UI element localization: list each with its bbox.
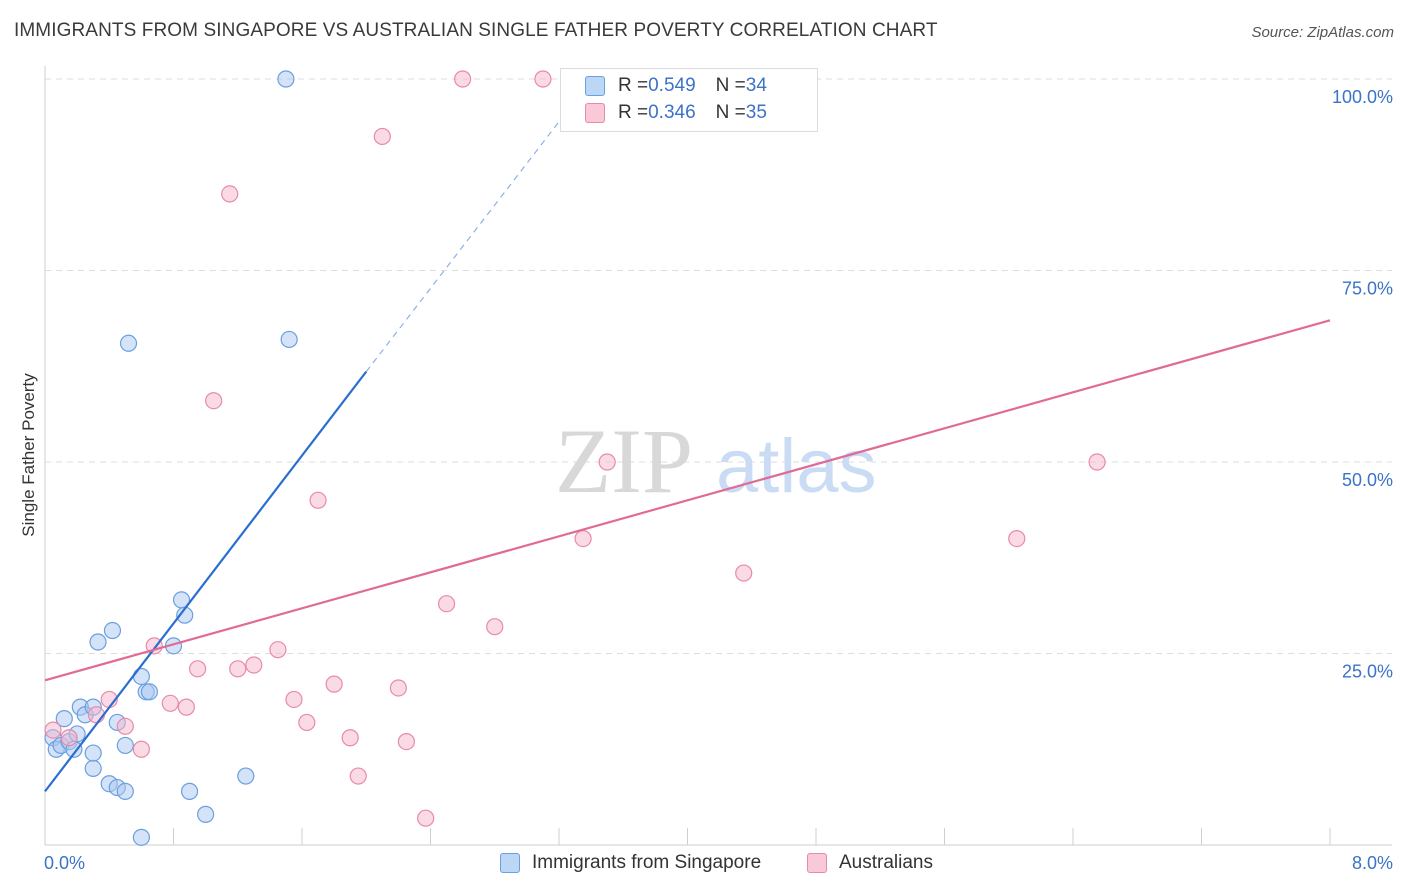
legend-label-singapore: Immigrants from Singapore (532, 852, 762, 873)
n-value: 35 (745, 102, 767, 123)
singapore-point (140, 683, 159, 701)
australians-point (417, 809, 435, 827)
australians-point (373, 127, 391, 146)
singapore-point (280, 330, 298, 349)
y-tick-label: 50.0% (1342, 470, 1393, 490)
r-value: 0.549 (648, 75, 696, 96)
australians-trend-line (44, 319, 1331, 682)
australians-point (341, 729, 359, 747)
data-points (44, 70, 1106, 846)
singapore-point (89, 633, 107, 651)
singapore-point (84, 744, 102, 762)
australians-point (486, 618, 504, 636)
singapore-trend-extension (365, 90, 584, 372)
singapore-swatch (585, 76, 605, 96)
singapore-point (132, 828, 150, 846)
watermark-zip: ZIP (555, 410, 693, 512)
singapore-point (116, 736, 134, 755)
singapore-point (55, 710, 73, 728)
r-label: R = (618, 102, 649, 123)
australians-point (221, 185, 239, 203)
singapore-point (119, 334, 138, 352)
australians-point (309, 491, 327, 509)
x-tick-label: 0.0% (44, 853, 85, 873)
australians-point (87, 706, 106, 724)
stats-legend-row-australians: R = 0.346 N = 35 (585, 100, 767, 126)
australians-point (177, 698, 195, 716)
australians-point (598, 453, 616, 471)
legend-item-singapore[interactable]: Immigrants from Singapore (500, 852, 761, 874)
axes (44, 66, 1392, 846)
singapore-point (180, 782, 199, 800)
australians-point (735, 564, 753, 582)
singapore-point (116, 782, 134, 800)
australians-point (60, 729, 78, 747)
australians-point (44, 721, 62, 739)
australians-point (188, 660, 207, 678)
n-label: N = (715, 75, 746, 96)
australians-point (205, 392, 223, 410)
australians-point (574, 529, 592, 548)
y-tick-label: 25.0% (1342, 662, 1393, 682)
australians-point (298, 713, 316, 732)
australians-point (454, 70, 472, 88)
stats-legend-row-singapore: R = 0.549 N = 34 (585, 73, 767, 99)
series-legend: Immigrants from Singapore Australians (0, 850, 1406, 878)
australians-point (534, 70, 552, 88)
singapore-swatch (500, 853, 520, 873)
watermark: ZIP atlas (555, 410, 877, 512)
singapore-point (103, 621, 122, 640)
x-tick-label: 8.0% (1352, 853, 1393, 873)
australians-swatch (585, 103, 605, 123)
singapore-point (277, 70, 295, 88)
australians-point (269, 641, 287, 659)
australians-point (349, 767, 367, 785)
singapore-point (197, 805, 215, 823)
australians-point (1008, 529, 1026, 548)
y-axis-title: Single Father Poverty (19, 373, 38, 537)
y-tick-label: 100.0% (1332, 87, 1393, 107)
singapore-point (132, 667, 150, 686)
legend-item-australians[interactable]: Australians (807, 852, 933, 874)
watermark-atlas: atlas (716, 424, 877, 509)
australians-point (397, 732, 416, 751)
y-tick-label: 75.0% (1342, 279, 1393, 299)
n-label: N = (715, 102, 746, 123)
australians-point (116, 717, 134, 735)
legend-label-australians: Australians (839, 852, 933, 873)
australians-point (229, 660, 247, 678)
australians-swatch (807, 853, 827, 873)
singapore-point (84, 759, 102, 778)
chart-title: IMMIGRANTS FROM SINGAPORE VS AUSTRALIAN … (14, 20, 938, 41)
australians-point (285, 690, 303, 709)
australians-point (161, 694, 179, 712)
australians-point (389, 679, 407, 697)
gridlines (45, 78, 1392, 654)
australians-point (245, 656, 263, 674)
australians-point (132, 740, 150, 758)
r-value: 0.346 (648, 102, 696, 123)
source-label: Source: ZipAtlas.com (1251, 24, 1394, 41)
trend-lines (44, 90, 1331, 793)
n-value: 34 (745, 75, 767, 96)
singapore-point (237, 767, 255, 785)
australians-point (325, 675, 343, 693)
stats-legend: R = 0.549 N = 34 R = 0.346 N = 35 (560, 68, 818, 132)
r-label: R = (618, 75, 649, 96)
axis-labels: 25.0% 50.0% 75.0% 100.0% 0.0% 8.0% Single Fath… (19, 87, 1393, 873)
australians-point (1088, 453, 1106, 471)
australians-point (437, 595, 456, 613)
singapore-trend-line (44, 370, 368, 793)
